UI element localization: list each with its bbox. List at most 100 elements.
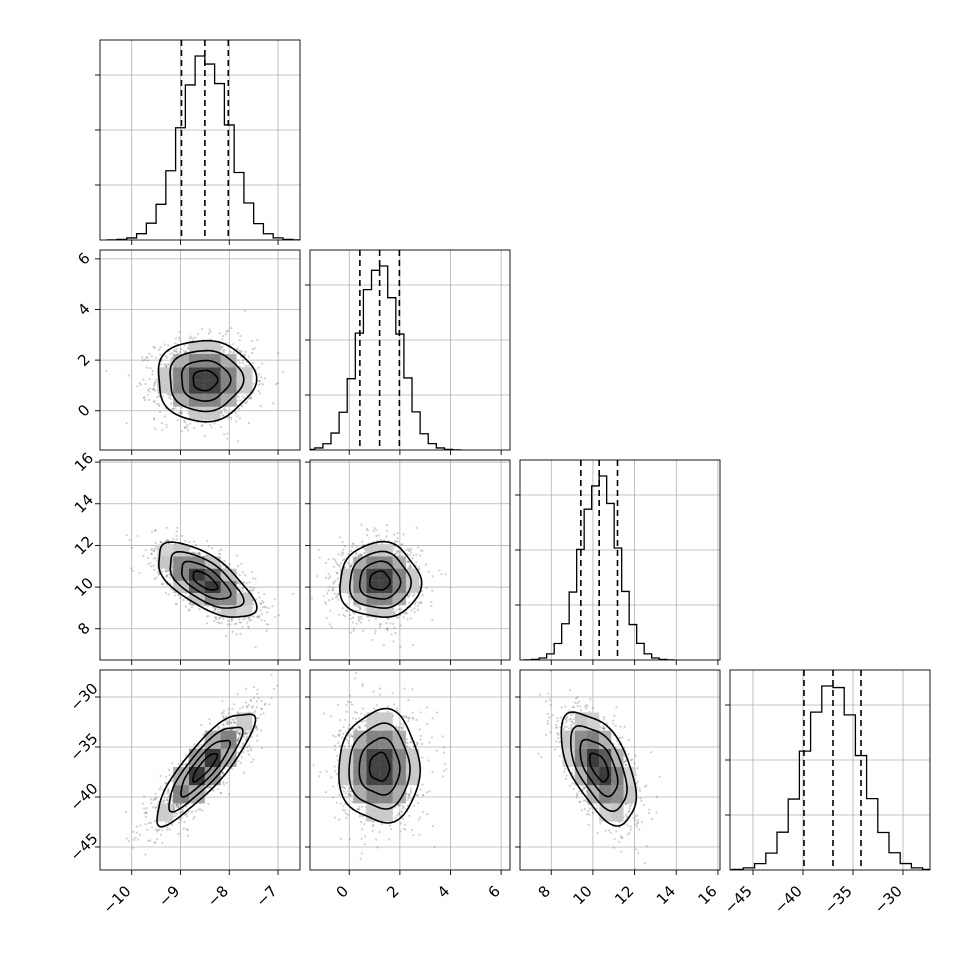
- sample-point: [194, 543, 197, 546]
- sample-point: [181, 406, 184, 409]
- sample-point: [243, 617, 246, 620]
- sample-point: [362, 543, 365, 547]
- sample-point: [336, 595, 339, 598]
- sample-point: [180, 412, 183, 416]
- sample-point: [176, 350, 179, 353]
- sample-point: [222, 709, 225, 712]
- sample-point: [417, 565, 421, 568]
- sample-point: [226, 329, 229, 332]
- sample-point: [411, 643, 415, 647]
- sample-point: [184, 350, 187, 353]
- sample-point: [179, 803, 182, 807]
- sample-point: [184, 805, 188, 808]
- sample-point: [152, 564, 155, 567]
- sample-point: [205, 539, 209, 543]
- sample-point: [236, 348, 239, 351]
- sample-point: [181, 809, 184, 812]
- sample-point: [407, 547, 410, 550]
- sample-point: [157, 394, 160, 397]
- sample-point: [408, 593, 412, 596]
- sample-point: [209, 722, 212, 725]
- contour-line: [180, 359, 232, 402]
- sample-point: [217, 727, 220, 730]
- sample-point: [151, 388, 154, 391]
- sample-point: [254, 577, 257, 580]
- sample-point: [257, 591, 260, 594]
- sample-point: [205, 615, 208, 618]
- density-cell: [189, 367, 205, 381]
- sample-point: [263, 377, 266, 380]
- sample-point: [351, 611, 355, 614]
- sample-point: [353, 612, 356, 615]
- sample-point: [258, 392, 261, 395]
- sample-point: [385, 622, 388, 625]
- sample-point: [152, 557, 156, 560]
- sample-point: [373, 527, 376, 530]
- sample-point: [329, 575, 332, 578]
- sample-point: [390, 633, 393, 636]
- sample-point: [350, 563, 354, 566]
- sample-point: [188, 540, 191, 544]
- sample-point: [143, 398, 147, 402]
- sample-point: [438, 569, 441, 572]
- sample-point: [187, 595, 190, 599]
- sample-point: [181, 534, 184, 537]
- sample-point: [199, 808, 202, 811]
- sample-point: [213, 609, 216, 612]
- sample-point: [379, 623, 382, 626]
- sample-point: [261, 613, 264, 616]
- sample-point: [399, 550, 402, 553]
- sample-point: [334, 561, 338, 564]
- sample-point: [257, 366, 260, 369]
- sample-point: [419, 554, 422, 557]
- sample-point: [238, 618, 241, 621]
- sample-point: [236, 399, 239, 402]
- sample-point: [379, 538, 382, 541]
- sample-point: [393, 533, 396, 536]
- sample-point: [127, 374, 130, 377]
- sample-point: [220, 346, 223, 349]
- sample-point: [218, 622, 221, 625]
- sample-point: [331, 588, 334, 591]
- sample-point: [164, 781, 167, 784]
- sample-point: [377, 534, 380, 537]
- sample-point: [252, 615, 255, 618]
- sample-point: [143, 358, 146, 361]
- sample-point: [155, 378, 158, 381]
- sample-point: [184, 763, 187, 766]
- sample-point: [359, 553, 362, 556]
- sample-point: [199, 553, 202, 556]
- sample-point: [247, 421, 250, 425]
- sample-point: [185, 815, 189, 818]
- sample-point: [155, 796, 158, 799]
- sample-point: [130, 546, 133, 549]
- sample-point: [407, 566, 410, 569]
- sample-point: [175, 538, 179, 541]
- sample-point: [360, 617, 363, 620]
- sample-point: [150, 530, 154, 533]
- sample-point: [337, 598, 340, 601]
- sample-point: [150, 552, 153, 556]
- sample-point: [236, 414, 239, 418]
- sample-point: [324, 561, 327, 565]
- sample-point: [165, 828, 168, 831]
- sample-point: [223, 433, 226, 436]
- sample-point: [357, 553, 360, 556]
- sample-point: [364, 548, 367, 551]
- sample-point: [184, 539, 187, 543]
- sample-point: [260, 707, 263, 711]
- sample-point: [189, 554, 192, 557]
- sample-point: [185, 426, 188, 429]
- sample-point: [238, 407, 241, 410]
- sample-point: [153, 389, 157, 392]
- sample-point: [194, 552, 198, 555]
- sample-point: [207, 802, 210, 805]
- sample-point: [413, 611, 416, 614]
- sample-point: [359, 615, 362, 619]
- sample-point: [359, 607, 362, 610]
- sample-point: [142, 802, 145, 805]
- sample-point: [355, 545, 358, 548]
- sample-point: [399, 645, 402, 648]
- sample-point: [386, 626, 389, 630]
- sample-point: [139, 383, 142, 386]
